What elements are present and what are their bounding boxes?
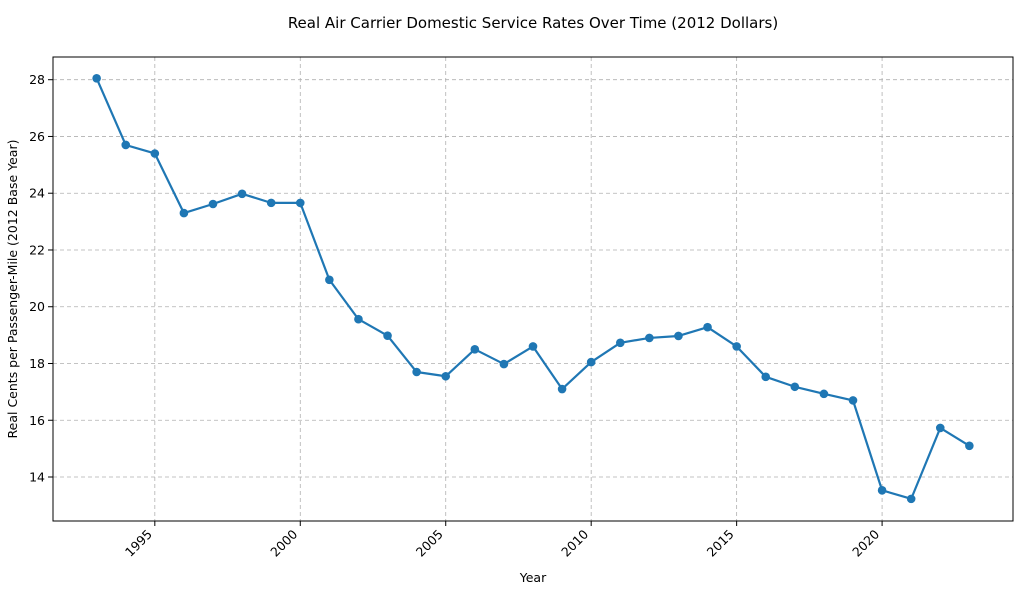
x-axis-ticks: 1995 2000 2005 2010 2015 2020 (122, 521, 883, 560)
data-point (441, 371, 451, 381)
data-point (528, 342, 538, 351)
data-point (935, 423, 945, 433)
data-point (732, 342, 741, 351)
data-point (470, 345, 480, 354)
series-line (95, 77, 970, 500)
data-point (645, 333, 654, 343)
data-point (383, 331, 392, 340)
y-axis-ticks: 14 16 18 20 22 24 26 28 (29, 72, 53, 485)
series-points (92, 73, 974, 504)
grid-lines (53, 57, 1013, 521)
data-point (325, 275, 334, 285)
data-point (586, 357, 596, 367)
y-tick-label: 18 (29, 356, 45, 371)
data-line (95, 77, 970, 500)
data-point (848, 396, 858, 405)
y-tick-label: 14 (29, 470, 45, 485)
data-point (965, 441, 974, 451)
x-tick-label: 2015 (704, 527, 737, 560)
data-point (790, 382, 800, 392)
data-point (703, 322, 712, 332)
data-point (906, 494, 916, 504)
x-tick-label: 1995 (122, 527, 155, 560)
y-tick-label: 16 (29, 413, 45, 428)
data-point (615, 338, 625, 348)
data-point (877, 486, 887, 495)
y-tick-label: 20 (29, 299, 45, 314)
data-point (179, 208, 189, 218)
data-point (354, 314, 363, 324)
data-point (121, 140, 131, 150)
x-tick-label: 2010 (558, 526, 591, 559)
x-tick-label: 2005 (413, 527, 446, 560)
y-tick-label: 26 (29, 129, 45, 144)
y-tick-label: 28 (29, 72, 45, 87)
data-point (557, 384, 567, 394)
y-tick-label: 24 (29, 186, 45, 201)
chart-title: Real Air Carrier Domestic Service Rates … (288, 14, 778, 32)
data-point (674, 331, 683, 341)
data-point (499, 359, 509, 369)
y-tick-label: 22 (29, 242, 45, 257)
y-axis-label: Real Cents per Passenger-Mile (2012 Base… (5, 140, 20, 439)
x-tick-label: 2000 (267, 526, 300, 559)
data-point (266, 198, 276, 208)
data-point (150, 149, 160, 158)
x-axis-label: Year (519, 570, 547, 585)
x-tick-label: 2020 (849, 526, 882, 559)
data-point (819, 389, 829, 399)
data-point (412, 367, 421, 377)
plot-frame (52, 56, 1014, 522)
data-point (237, 189, 247, 199)
data-point (208, 199, 218, 209)
data-point (761, 372, 771, 382)
data-point (92, 73, 101, 83)
data-point (295, 198, 305, 208)
